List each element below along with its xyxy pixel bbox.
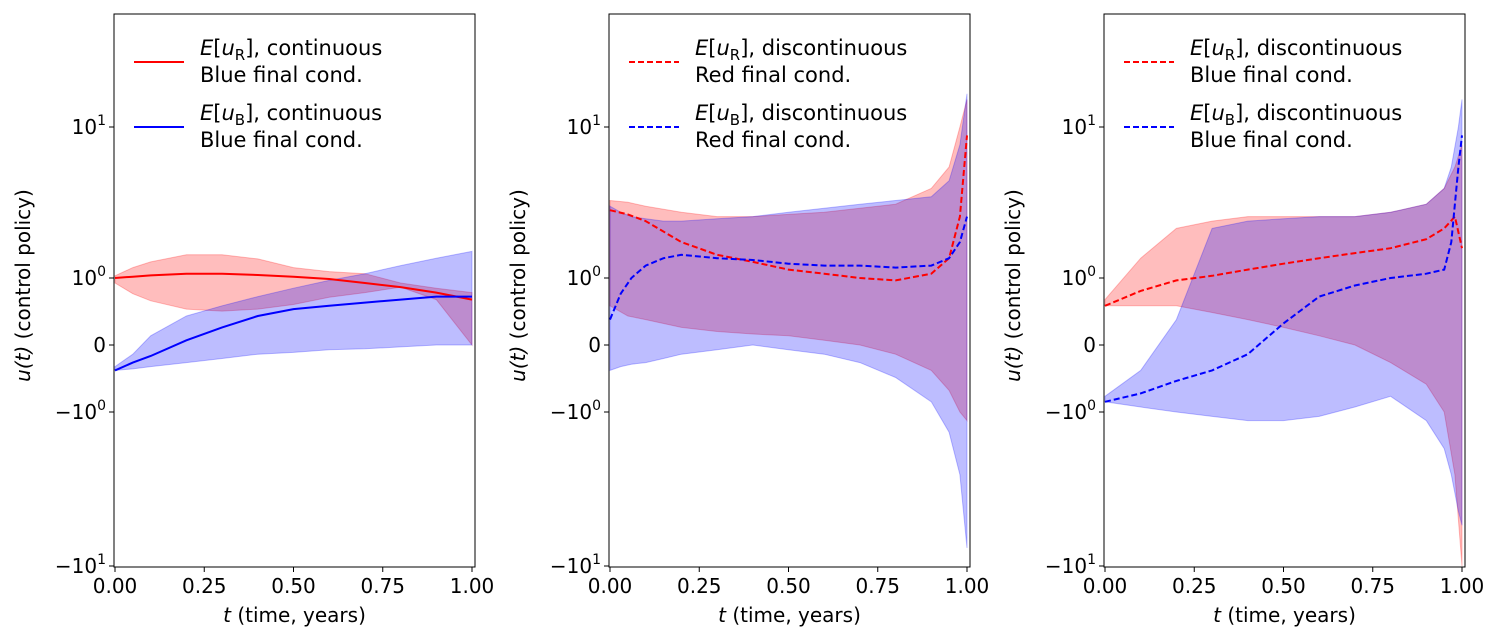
series-line-0: [114, 272, 473, 301]
legend-label-line2-1: Blue final cond.: [1190, 128, 1353, 152]
y-tick-label: −100: [55, 398, 106, 424]
x-tick-label: 0.75: [855, 574, 900, 598]
y-tick-label: 101: [1062, 113, 1096, 139]
x-axis-label: t (time, years): [223, 603, 366, 627]
y-tick-label: 100: [72, 264, 106, 290]
legend-label-line2-1: Blue final cond.: [200, 128, 363, 152]
axes-frame: [608, 13, 971, 568]
chart-panel-2: 0.00 0.25 0.50 0.75 1.00 −101 −100 0 100 101 t (ti…: [1001, 13, 1485, 627]
series-line-1: [1104, 135, 1463, 403]
y-tick-label: 0: [93, 333, 106, 357]
x-tick-label: 0.25: [182, 574, 227, 598]
legend-label-1: E[uB], continuous: [200, 101, 382, 129]
y-tick-label: −100: [1045, 398, 1096, 424]
axes-frame: [113, 13, 476, 568]
legend-label-0: E[uR], discontinuous: [1190, 36, 1402, 64]
y-tick-label: 100: [1062, 264, 1096, 290]
y-tick-label: −101: [1045, 552, 1096, 578]
plot-content: [1104, 99, 1463, 567]
y-axis-label: u(t) (control policy): [506, 189, 530, 382]
x-tick-label: 0.50: [766, 574, 811, 598]
x-tick-label: 0.00: [93, 574, 138, 598]
series-line-0: [1104, 214, 1463, 307]
legend-label-line2-0: Red final cond.: [695, 63, 851, 87]
legend-label-0: E[uR], discontinuous: [695, 36, 907, 64]
legend-label-line2-1: Red final cond.: [695, 128, 851, 152]
legend-label-1: E[uB], discontinuous: [1190, 101, 1402, 129]
x-tick-label: 0.75: [360, 574, 405, 598]
y-axis-label: u(t) (control policy): [1001, 189, 1025, 382]
x-tick-label: 0.50: [271, 574, 316, 598]
x-axis-label: t (time, years): [1213, 603, 1356, 627]
y-tick-label: 100: [567, 264, 601, 290]
series-line-1: [609, 216, 968, 320]
legend-label-line2-0: Blue final cond.: [1190, 63, 1353, 87]
x-tick-label: 0.50: [1261, 574, 1306, 598]
confidence-band-0: [609, 99, 968, 422]
axes-frame: [1103, 13, 1466, 568]
plot-area: [609, 14, 970, 567]
x-tick-label: 1.00: [450, 574, 495, 598]
chart-panel-1: 0.00 0.25 0.50 0.75 1.00 −101 −100 0 100 101 t (ti…: [506, 13, 990, 627]
confidence-band-0: [114, 254, 473, 347]
x-tick-label: 0.00: [588, 574, 633, 598]
y-tick-label: −100: [550, 398, 601, 424]
x-tick-label: 0.25: [1172, 574, 1217, 598]
confidence-band-1: [1104, 99, 1463, 526]
chart-panel-0: 0.00 0.25 0.50 0.75 1.00 −101 −100 0 100 101 t (ti…: [11, 13, 495, 627]
legend-label-1: E[uB], discontinuous: [695, 101, 907, 129]
x-tick-label: 0.25: [677, 574, 722, 598]
series-line-0: [609, 135, 968, 282]
y-tick-label: −101: [550, 552, 601, 578]
confidence-band-1: [114, 250, 473, 371]
x-tick-label: 0.75: [1350, 574, 1395, 598]
plot-area: [114, 14, 475, 567]
y-tick-label: 101: [567, 113, 601, 139]
y-axis-label: u(t) (control policy): [11, 189, 35, 382]
y-tick-label: −101: [55, 552, 106, 578]
x-tick-label: 0.00: [1083, 574, 1128, 598]
legend-label-0: E[uR], continuous: [200, 36, 382, 64]
legend-label-line2-0: Blue final cond.: [200, 63, 363, 87]
y-tick-label: 0: [1083, 333, 1096, 357]
x-tick-label: 1.00: [945, 574, 990, 598]
x-axis-label: t (time, years): [718, 603, 861, 627]
plot-content: [609, 93, 968, 548]
plot-area: [1104, 14, 1465, 567]
x-tick-label: 1.00: [1440, 574, 1485, 598]
y-tick-label: 101: [72, 113, 106, 139]
series-line-1: [114, 295, 472, 372]
plot-content: [114, 250, 473, 372]
confidence-band-1: [609, 93, 968, 548]
y-tick-label: 0: [588, 333, 601, 357]
